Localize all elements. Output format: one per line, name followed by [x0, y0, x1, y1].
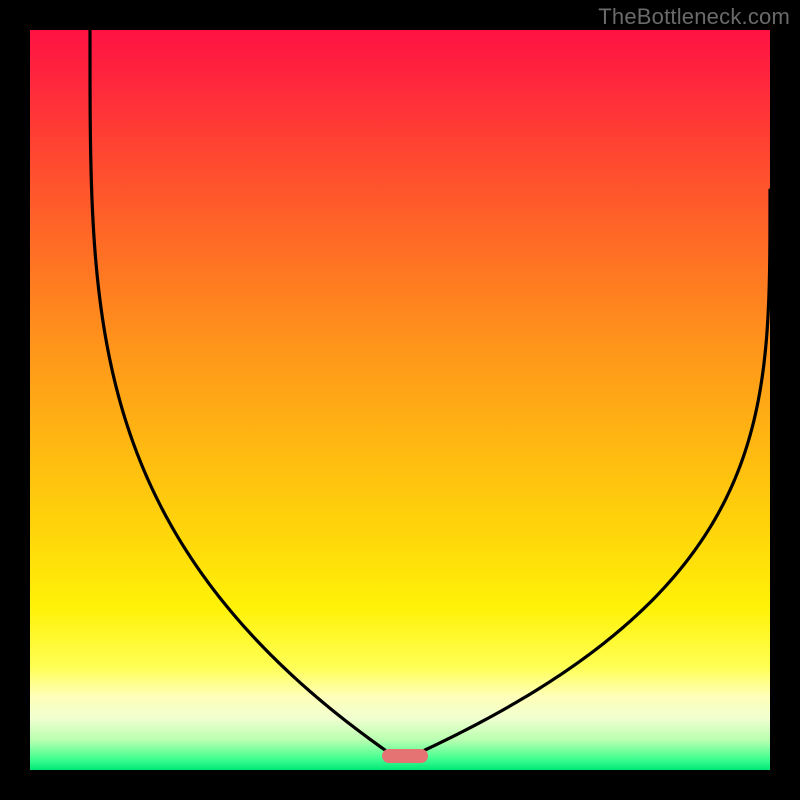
chart-svg	[30, 30, 770, 770]
watermark-text: TheBottleneck.com	[598, 4, 790, 30]
chart-plot-area	[30, 30, 770, 770]
chart-background	[30, 30, 770, 770]
bottom-marker	[382, 749, 428, 763]
